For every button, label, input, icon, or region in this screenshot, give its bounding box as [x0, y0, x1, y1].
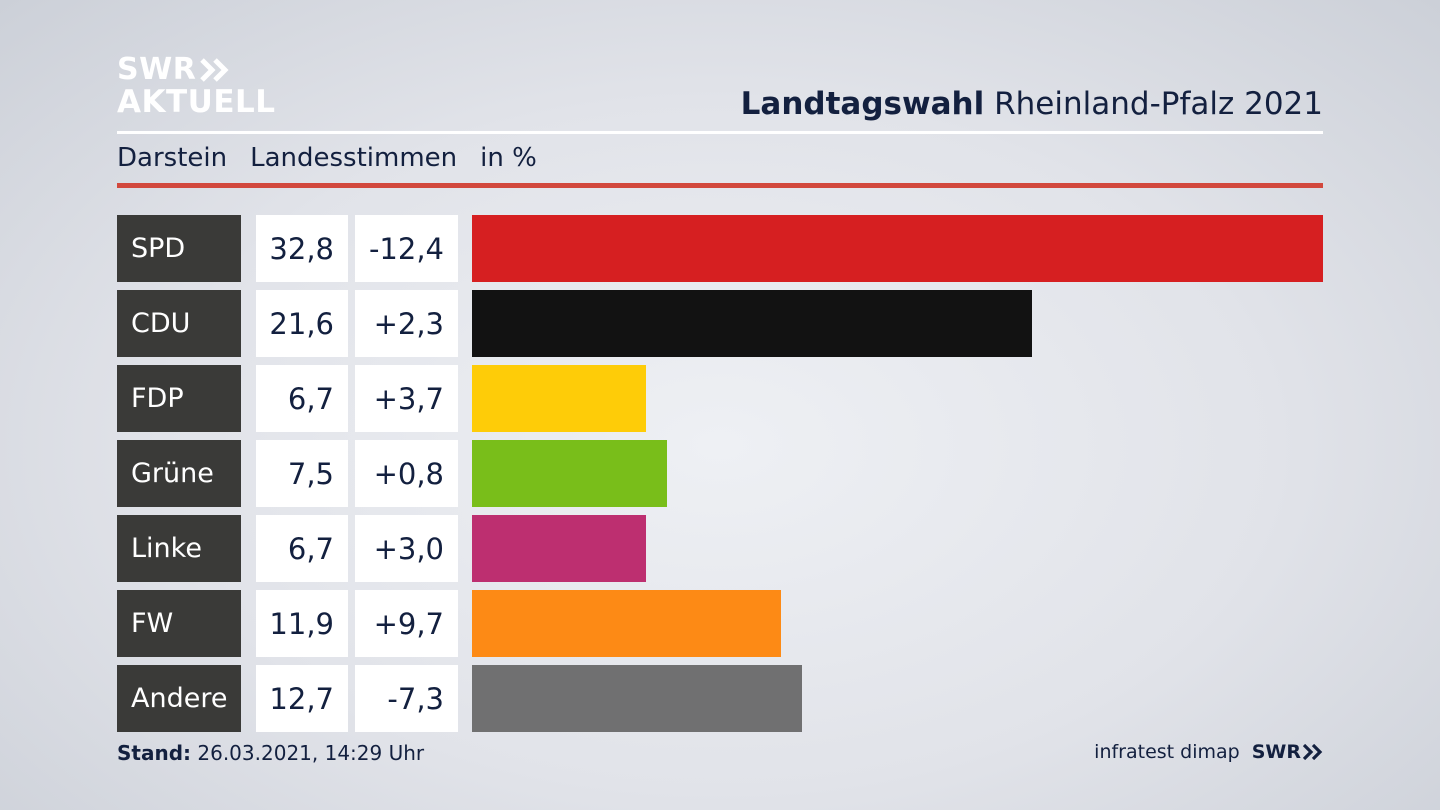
vote-share-value: 21,6 — [256, 290, 348, 357]
title-bold: Landtagswahl — [740, 86, 985, 122]
accent-divider — [117, 183, 1323, 188]
logo-swr-text: SWR — [117, 52, 197, 87]
title-rest: Rheinland-Pfalz 2021 — [994, 86, 1323, 122]
party-label: CDU — [117, 290, 241, 357]
chart-row: Andere 12,7 -7,3 — [117, 665, 1323, 732]
chart-row: FDP 6,7 +3,7 — [117, 365, 1323, 432]
vote-change-value: +3,0 — [355, 515, 458, 582]
source-label: infratest dimap — [1094, 741, 1240, 763]
vote-share-bar — [472, 290, 1033, 357]
vote-share-bar — [472, 590, 781, 657]
vote-change-value: -7,3 — [355, 665, 458, 732]
vote-change-value: +9,7 — [355, 590, 458, 657]
double-chevron-icon — [200, 58, 229, 82]
vote-share-bar — [472, 365, 646, 432]
party-label: SPD — [117, 215, 241, 282]
party-label: Linke — [117, 515, 241, 582]
vote-share-value: 12,7 — [256, 665, 348, 732]
vote-change-value: +2,3 — [355, 290, 458, 357]
timestamp: Stand: 26.03.2021, 14:29 Uhr — [117, 741, 424, 765]
vote-share-bar — [472, 215, 1323, 282]
chart-row: SPD 32,8 -12,4 — [117, 215, 1323, 282]
vote-share-value: 7,5 — [256, 440, 348, 507]
swr-brand-text: SWR — [1251, 741, 1301, 763]
double-chevron-icon — [1303, 744, 1323, 760]
vote-change-value: -12,4 — [355, 215, 458, 282]
chart-row: FW 11,9 +9,7 — [117, 590, 1323, 657]
page-title: Landtagswahl Rheinland-Pfalz 2021 — [741, 86, 1323, 122]
chart-row: Grüne 7,5 +0,8 — [117, 440, 1323, 507]
logo-aktuell-text: AKTUELL — [117, 84, 276, 120]
party-label: Andere — [117, 665, 241, 732]
source-credit: infratest dimap SWR — [1094, 741, 1323, 763]
stand-value: 26.03.2021, 14:29 Uhr — [197, 741, 425, 765]
header-divider — [117, 131, 1323, 134]
party-label: Grüne — [117, 440, 241, 507]
party-label: FDP — [117, 365, 241, 432]
vote-share-value: 6,7 — [256, 365, 348, 432]
vote-share-bar — [472, 440, 667, 507]
chart-subheader: Darstein Landesstimmen in % — [117, 143, 560, 177]
chart-row: CDU 21,6 +2,3 — [117, 290, 1323, 357]
vote-share-bar — [472, 665, 802, 732]
region-label: Darstein — [117, 143, 228, 173]
swr-brand: SWR — [1252, 741, 1323, 763]
swr-aktuell-logo: SWR AKTUELL — [117, 52, 276, 120]
unit-label: in % — [480, 143, 537, 173]
vote-share-bar — [472, 515, 646, 582]
chart-row: Linke 6,7 +3,0 — [117, 515, 1323, 582]
vote-change-value: +3,7 — [355, 365, 458, 432]
metric-label: Landesstimmen — [250, 143, 458, 173]
vote-change-value: +0,8 — [355, 440, 458, 507]
vote-share-value: 11,9 — [256, 590, 348, 657]
stand-label: Stand: — [117, 741, 192, 765]
vote-share-value: 32,8 — [256, 215, 348, 282]
vote-share-value: 6,7 — [256, 515, 348, 582]
party-label: FW — [117, 590, 241, 657]
